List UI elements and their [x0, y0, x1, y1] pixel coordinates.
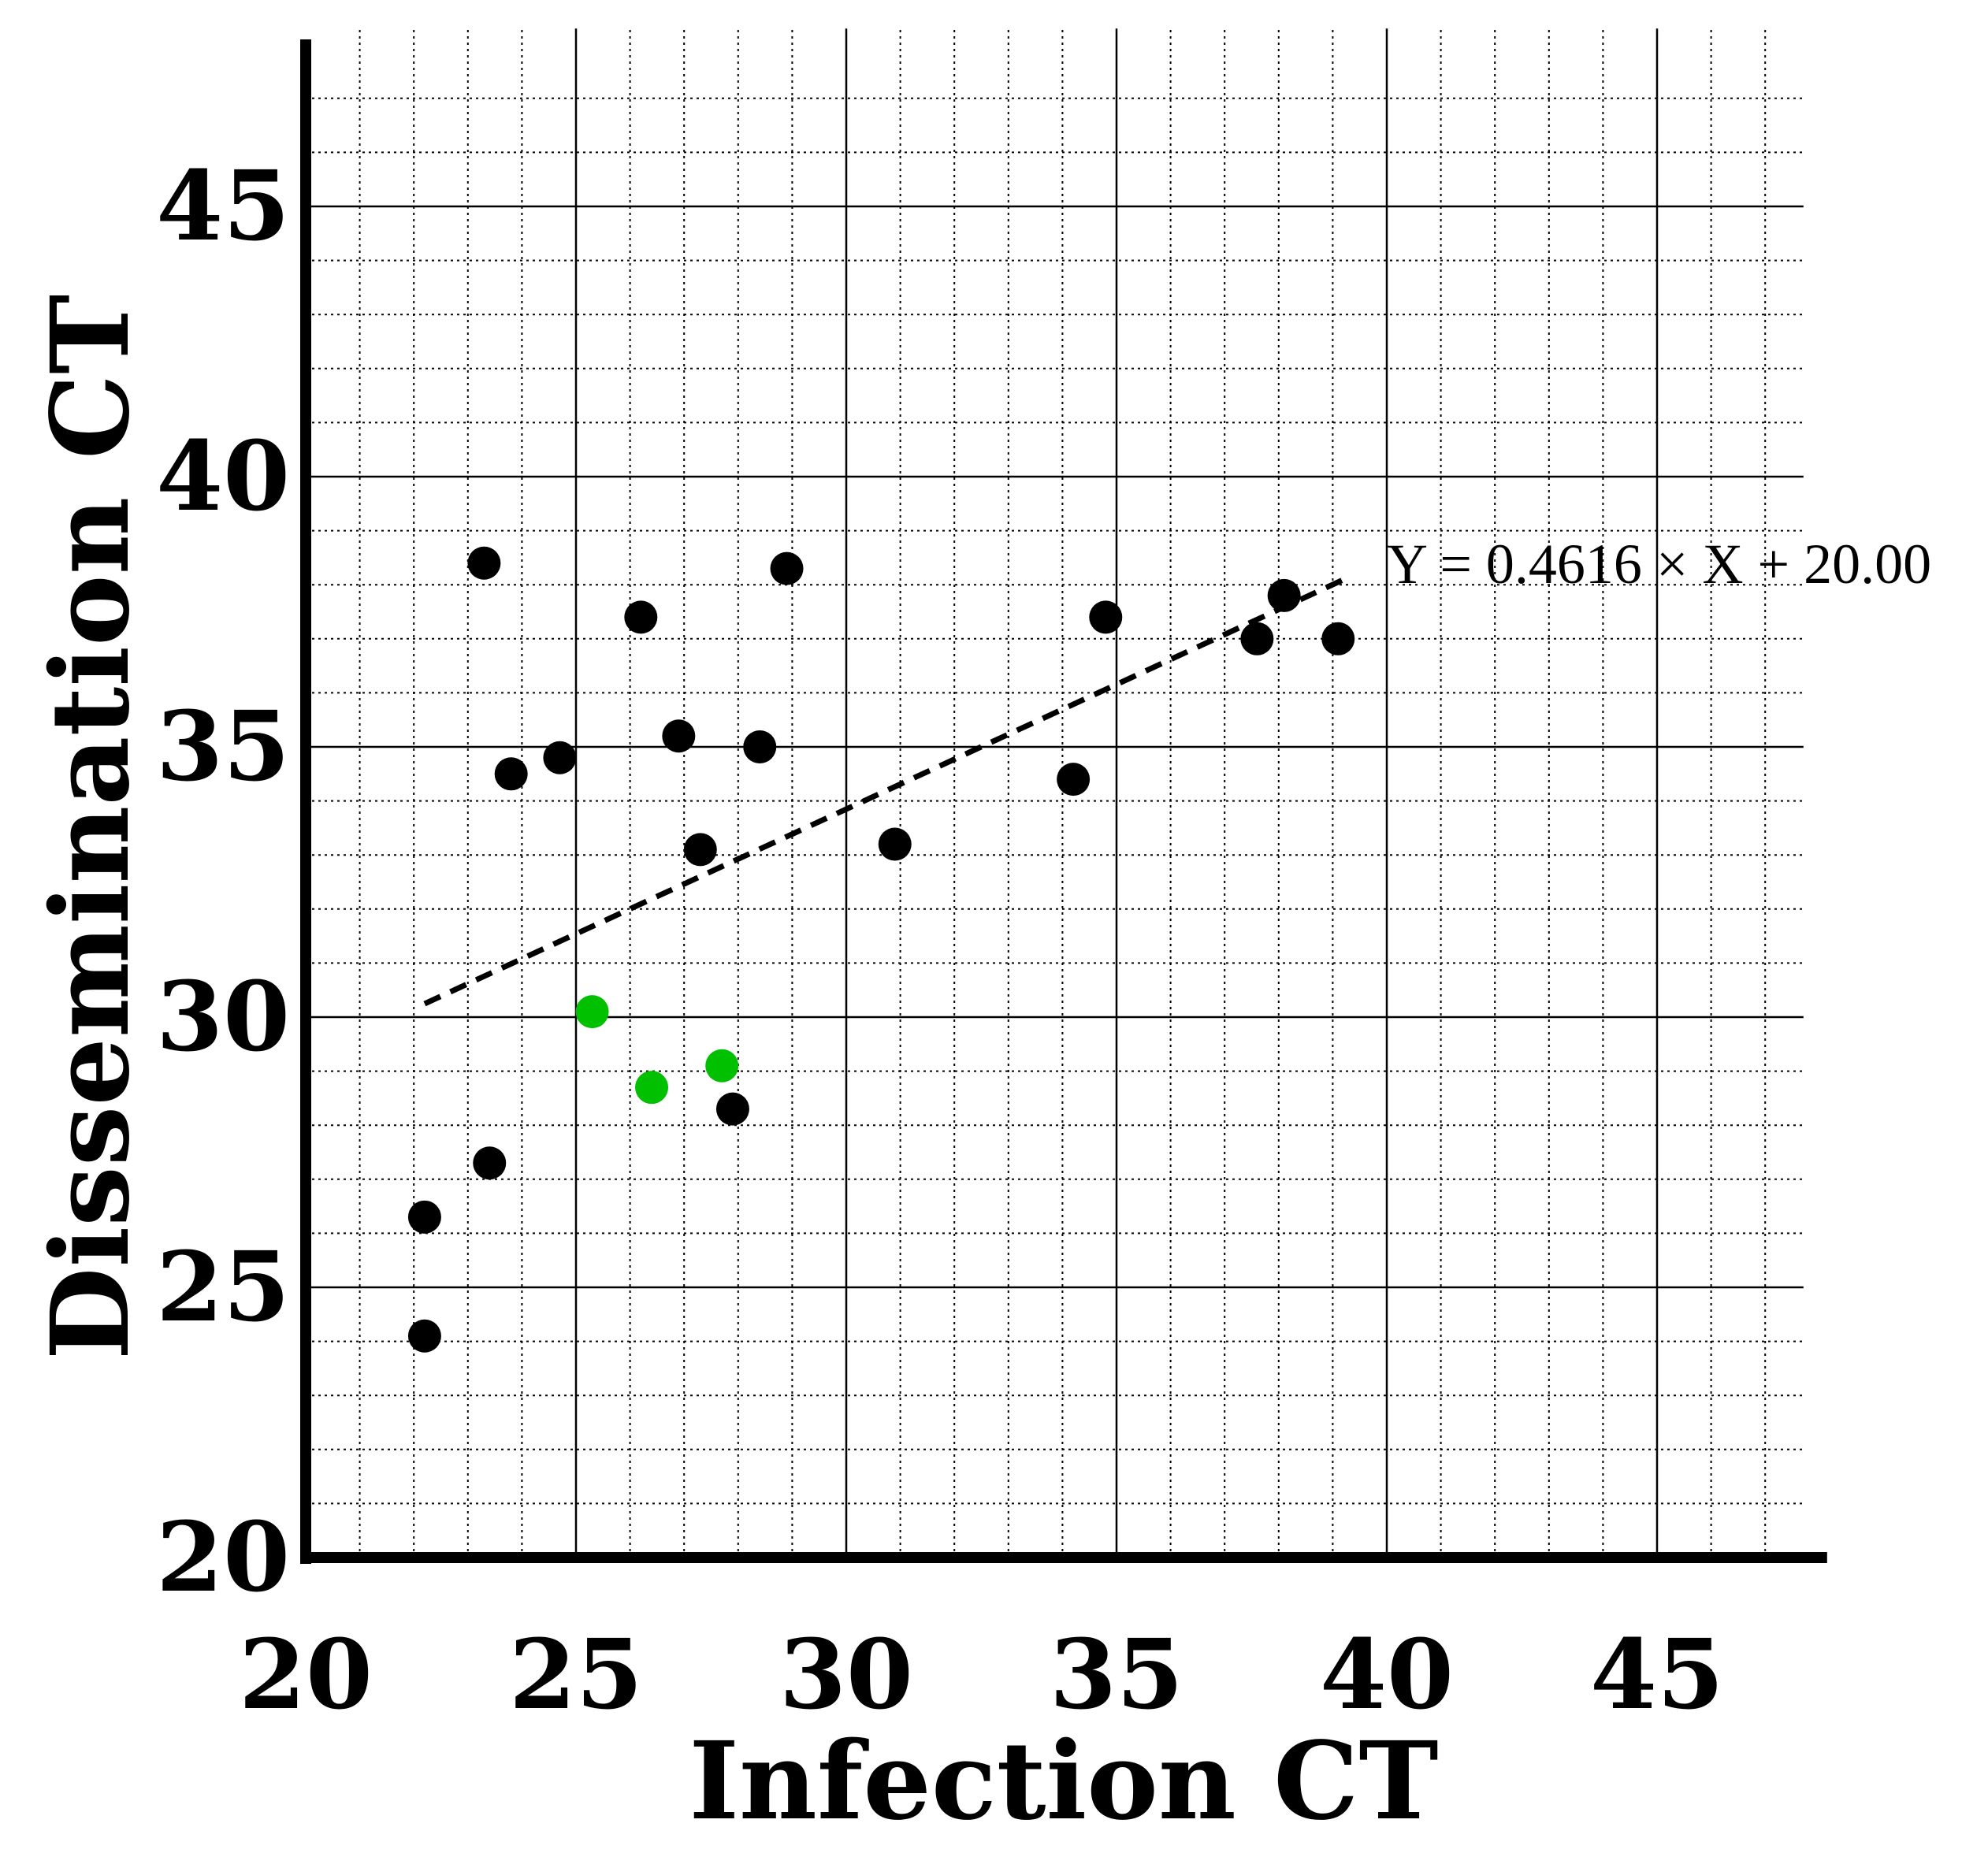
y-axis-label: Dissemination CT	[28, 295, 154, 1361]
data-point-green	[575, 995, 609, 1029]
data-point-black	[1267, 578, 1301, 612]
major-grid	[306, 28, 1804, 1558]
x-tick-label: 30	[779, 1617, 913, 1731]
data-point-black	[1089, 600, 1123, 634]
minor-grid	[306, 28, 1804, 1558]
data-point-black	[543, 741, 577, 774]
data-points	[407, 546, 1355, 1353]
data-point-black	[407, 1319, 441, 1353]
x-tick-label: 20	[239, 1617, 373, 1731]
data-point-black	[743, 730, 777, 763]
y-tick-label: 25	[156, 1230, 290, 1343]
data-point-black	[624, 600, 658, 634]
fit-line-group	[423, 577, 1345, 1007]
data-point-black	[715, 1092, 749, 1126]
data-point-black	[683, 833, 717, 867]
data-point-black	[407, 1200, 441, 1234]
data-point-black	[878, 827, 912, 861]
x-tick-label: 35	[1050, 1617, 1184, 1731]
data-point-black	[473, 1146, 507, 1180]
data-point-black	[1240, 622, 1274, 655]
data-point-green	[705, 1049, 739, 1082]
data-point-black	[494, 757, 528, 791]
x-axis-label: Infection CT	[689, 1718, 1438, 1844]
y-tick-label: 35	[156, 689, 290, 803]
x-tick-label: 25	[509, 1617, 643, 1731]
y-tick-label: 30	[156, 960, 290, 1073]
axes	[300, 39, 1827, 1564]
x-tick-label: 45	[1590, 1617, 1724, 1731]
data-point-black	[1057, 763, 1091, 797]
data-point-black	[770, 551, 804, 585]
y-tick-labels: 20 25 30 35 40 45	[156, 149, 290, 1613]
data-point-black	[662, 719, 696, 753]
fit-line	[423, 577, 1345, 1007]
y-tick-label: 45	[156, 149, 290, 262]
data-point-green	[635, 1071, 669, 1105]
data-point-black	[1321, 622, 1355, 655]
x-tick-labels: 20 25 30 35 40 45	[239, 1617, 1724, 1731]
x-tick-label: 40	[1320, 1617, 1454, 1731]
y-tick-label: 20	[156, 1500, 290, 1613]
y-tick-label: 40	[156, 419, 290, 533]
data-point-black	[467, 546, 501, 580]
fit-equation-label: Y = 0.4616 × X + 20.00	[1387, 533, 1931, 596]
